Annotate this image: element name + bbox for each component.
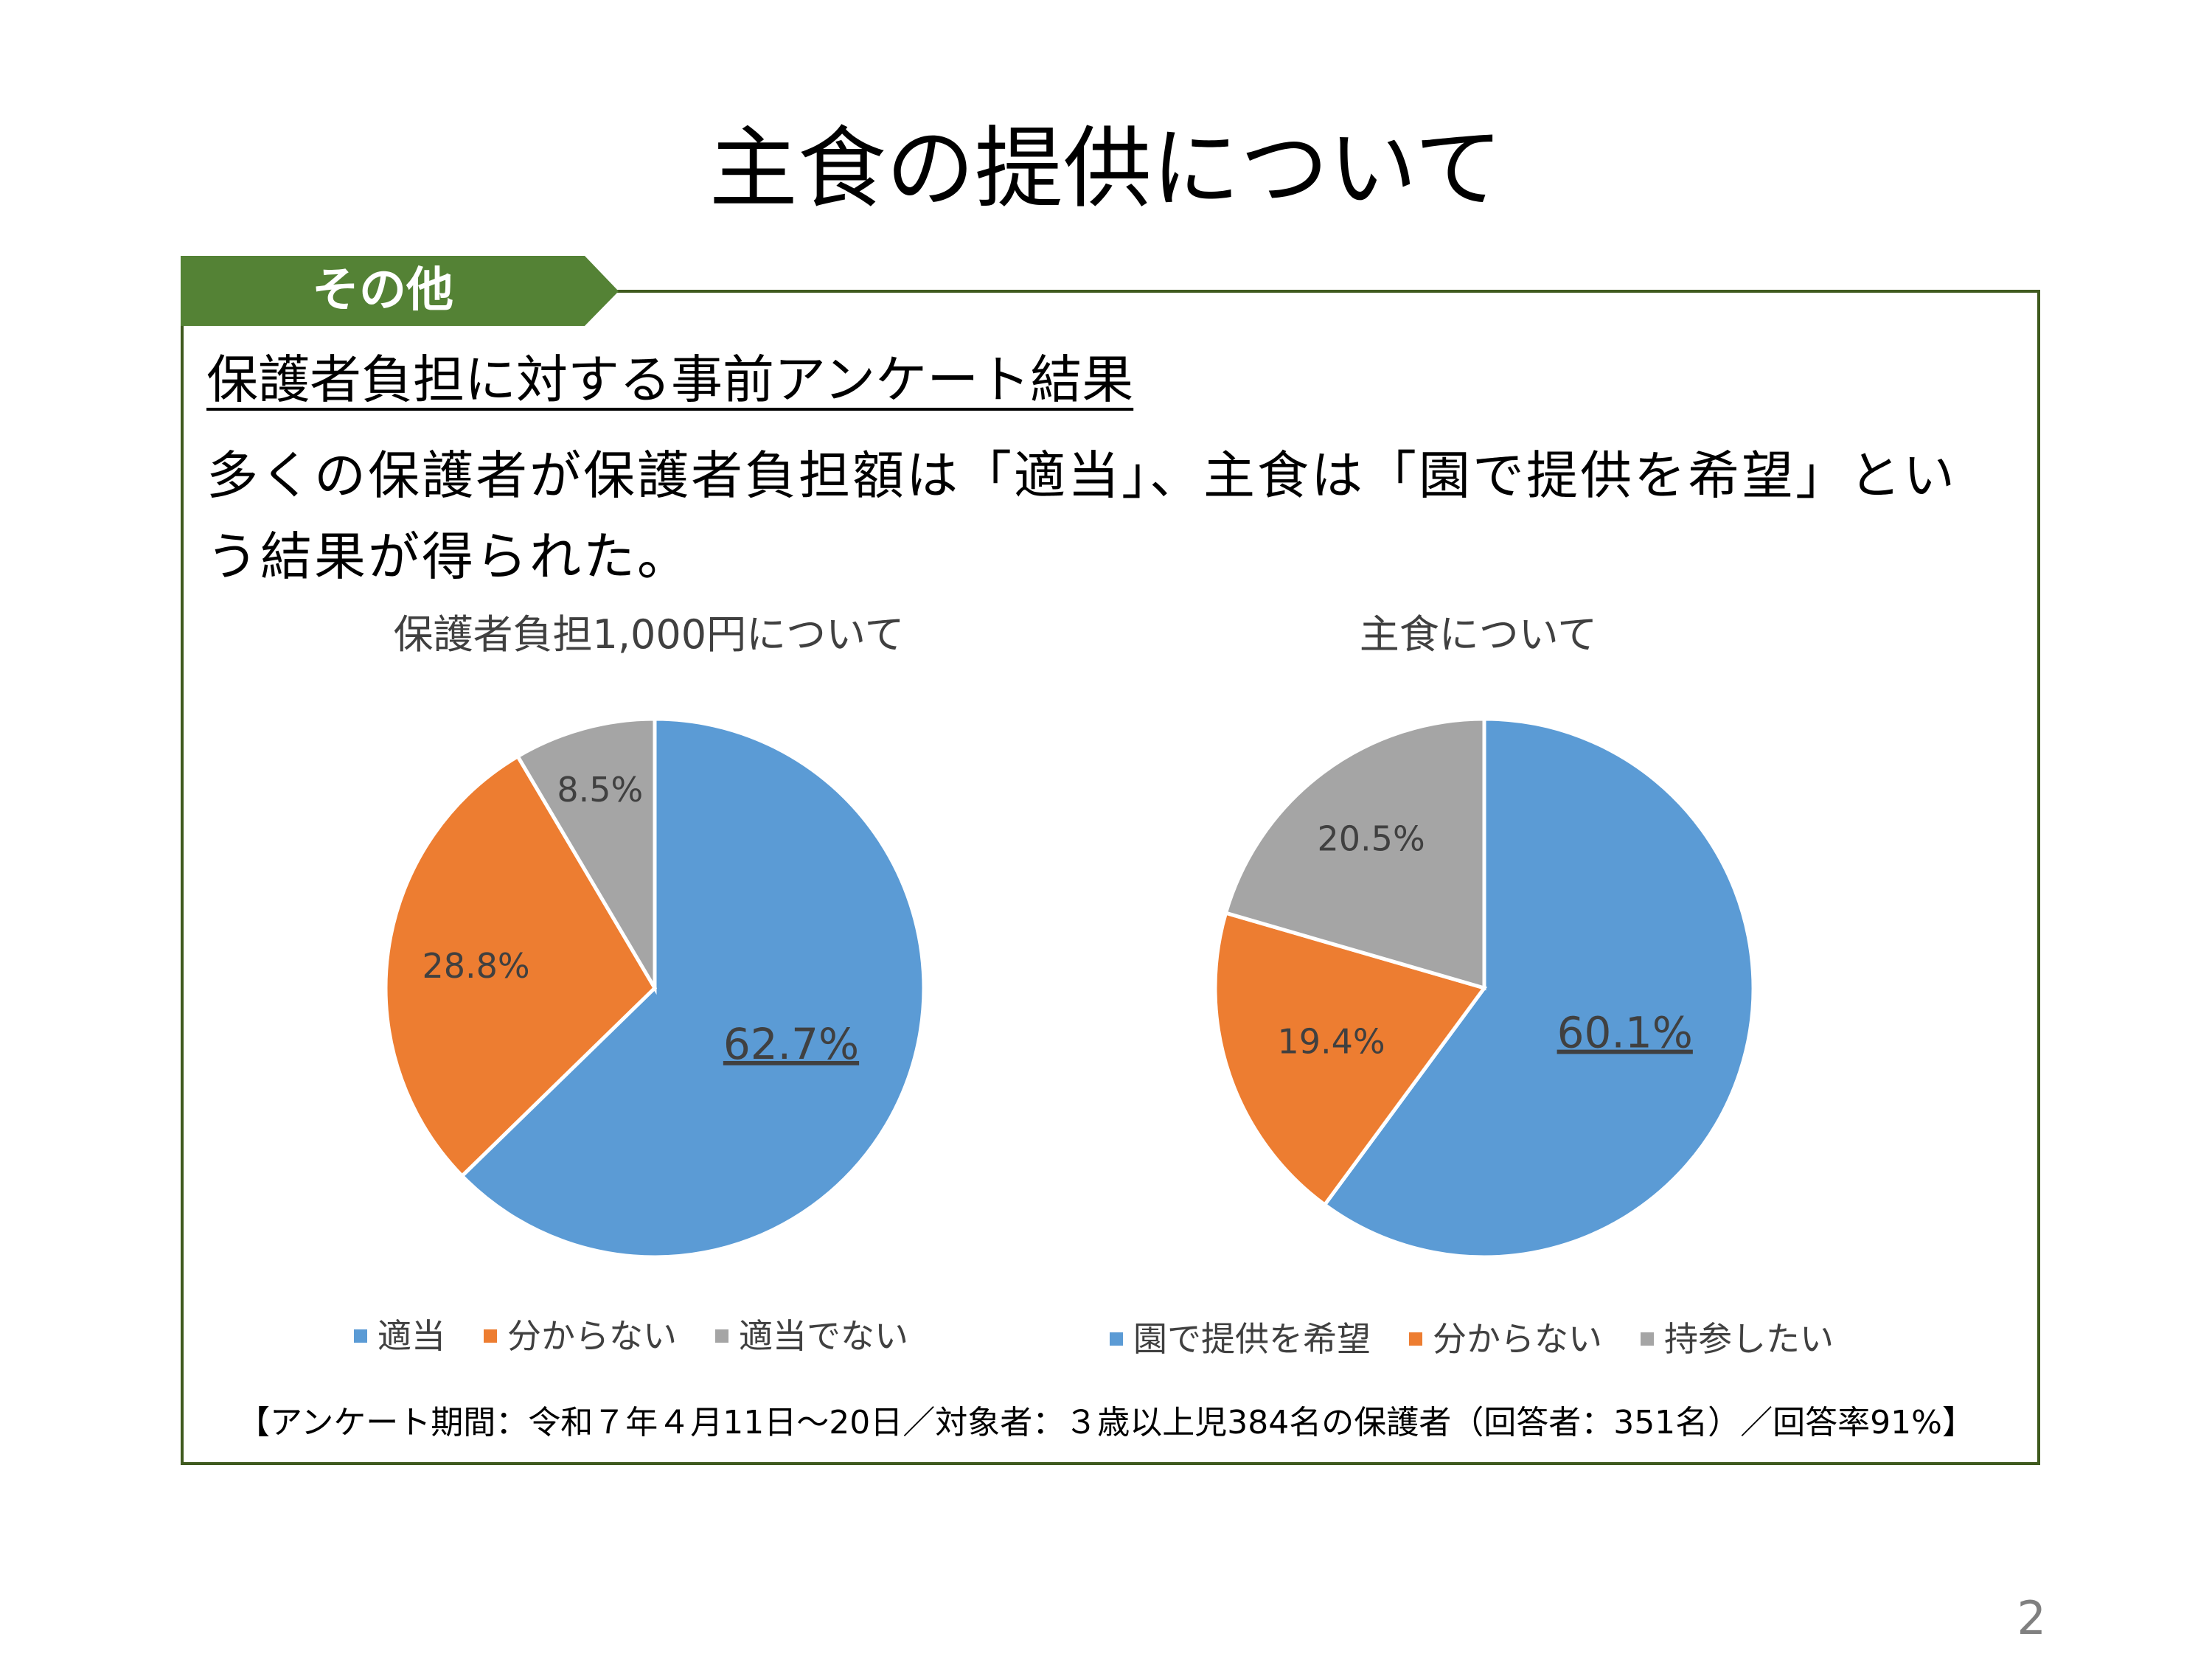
chart-title-staple-food: 主食について: [1359, 611, 1598, 658]
pie-slice-burden-0: [459, 717, 926, 1259]
pie-slice-staple-food-1: [1213, 911, 1488, 1208]
pie-slice-staple-food-2: [1223, 717, 1486, 991]
pie-slice-staple-food-0: [1322, 717, 1756, 1259]
legend-swatch: [1641, 1332, 1654, 1346]
page-title: 主食の提供について: [709, 118, 1503, 220]
legend-item: 分からない: [1409, 1317, 1602, 1361]
legend-label: 適当: [378, 1316, 445, 1356]
pie-label-burden-2: 8.5%: [557, 770, 643, 810]
subheading: 保護者負担に対する事前アンケート結果: [206, 349, 1134, 410]
legend-swatch: [715, 1329, 728, 1343]
legend-burden: 適当 分からない 適当でない: [354, 1314, 908, 1358]
legend-swatch: [354, 1329, 367, 1343]
pie-label-burden-0: 62.7%: [723, 1019, 859, 1069]
legend-label: 分からない: [1433, 1319, 1602, 1359]
legend-swatch: [1409, 1332, 1422, 1346]
legend-label: 適当でない: [739, 1316, 908, 1356]
legend-staple-food: 園で提供を希望 分からない 持参したい: [1110, 1317, 1834, 1361]
chart-title-burden: 保護者負担1,000円について: [393, 611, 905, 658]
legend-swatch: [484, 1329, 497, 1343]
pie-label-staple-food-0: 60.1%: [1557, 1008, 1693, 1058]
summary-text: 多くの保護者が保護者負担額は「適当」、主食は「園で提供を希望」という結果が得られ…: [206, 445, 1957, 587]
pie-slice-burden-2: [515, 717, 657, 995]
legend-item: 適当でない: [715, 1314, 908, 1358]
legend-item: 持参したい: [1641, 1317, 1834, 1361]
section-tag-label: その他: [312, 263, 453, 318]
legend-label: 園で提供を希望: [1133, 1319, 1371, 1359]
legend-item: 分からない: [484, 1314, 677, 1358]
content-frame: [181, 290, 2040, 1465]
legend-label: 持参したい: [1664, 1319, 1834, 1359]
pie-label-staple-food-2: 20.5%: [1318, 819, 1425, 859]
legend-item: 適当: [354, 1314, 445, 1358]
pie-label-burden-1: 28.8%: [422, 946, 530, 986]
section-tag: [181, 256, 619, 326]
survey-footnote: 【アンケート期間：令和７年４月11日～20日／対象者：３歳以上児384名の保護者…: [237, 1404, 1975, 1441]
legend-label: 分からない: [507, 1316, 677, 1356]
page-number: 2: [2017, 1591, 2046, 1645]
pie-slice-burden-1: [383, 754, 658, 1179]
legend-swatch: [1110, 1332, 1123, 1346]
pie-label-staple-food-1: 19.4%: [1278, 1021, 1385, 1061]
legend-item: 園で提供を希望: [1110, 1317, 1371, 1361]
